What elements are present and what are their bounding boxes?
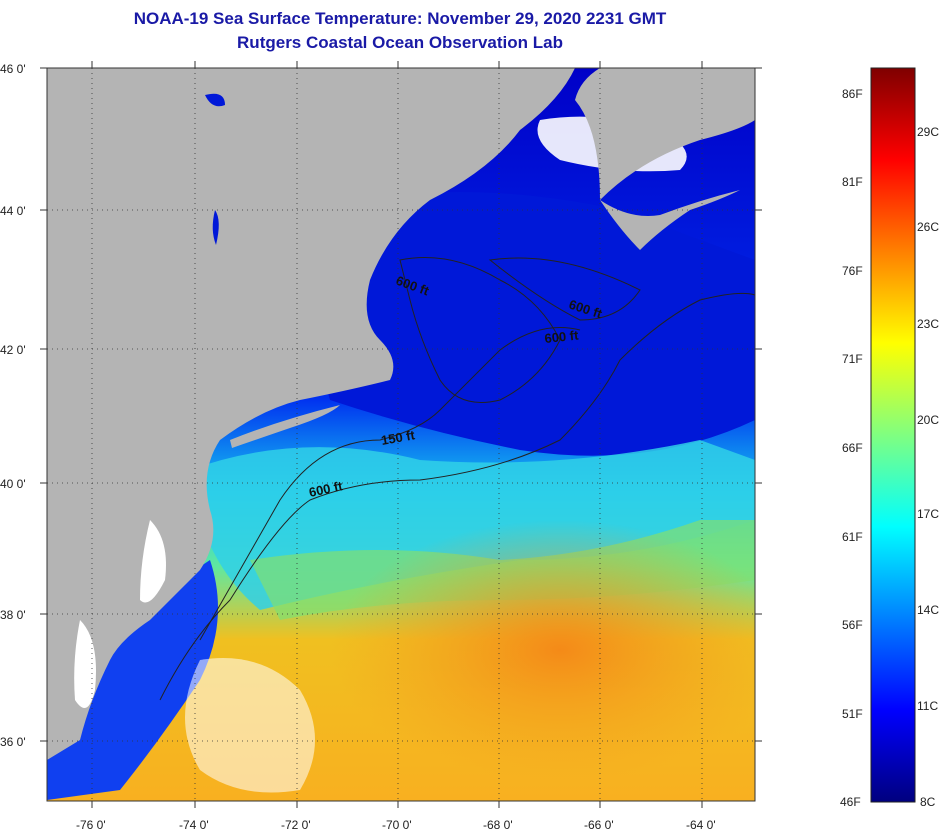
map-frame — [46, 67, 756, 802]
colorbar-f-label: 81F — [842, 175, 863, 189]
colorbar-f-label: 76F — [842, 264, 863, 278]
lon-label: -66 0' — [584, 818, 614, 832]
inland-lake — [205, 93, 225, 107]
lat-label: 44 0' — [0, 204, 26, 218]
colorbar-f-label: 51F — [842, 707, 863, 721]
lon-label: -68 0' — [483, 818, 513, 832]
delaware-bay — [140, 520, 166, 603]
lat-label: 36 0' — [0, 735, 26, 749]
colorbar-c-label: 29C — [917, 125, 939, 139]
coastal-water — [47, 560, 218, 800]
warm-gulf-stream — [330, 520, 755, 780]
inland-lake — [212, 210, 219, 245]
lat-label: 46 0' — [0, 62, 26, 76]
colorbar-f-label: 56F — [842, 618, 863, 632]
colorbar-f-label: 61F — [842, 530, 863, 544]
contour-150ft — [199, 327, 581, 641]
colorbar-c-label: 11C — [917, 699, 938, 713]
colorbar-c-label: 23C — [917, 317, 939, 331]
colorbar-c-label: 26C — [917, 220, 939, 234]
colorbar-f-label: 86F — [842, 87, 863, 101]
contour-gulf-basin — [399, 257, 561, 403]
lon-label: -70 0' — [382, 818, 412, 832]
lon-label: -76 0' — [76, 818, 106, 832]
colorbar-c-label: 14C — [917, 603, 939, 617]
lon-label: -64 0' — [686, 818, 716, 832]
colorbar-f-label: 71F — [842, 352, 863, 366]
lat-label: 40 0' — [0, 477, 26, 491]
contour-georges — [488, 257, 641, 321]
lat-label: 38 0' — [0, 608, 26, 622]
colorbar-gradient — [870, 67, 916, 803]
colorbar-c-label: 8C — [920, 795, 936, 809]
lon-label: -72 0' — [281, 818, 311, 832]
contour-label: 600 ft — [544, 327, 580, 346]
colorbar-c-label: 17C — [917, 507, 939, 521]
land-long-island — [230, 405, 340, 448]
contour-600ft — [159, 292, 755, 701]
graticule — [47, 68, 755, 801]
colorbar-c-label: 20C — [917, 413, 939, 427]
axis-ticks — [40, 61, 762, 808]
contour-label: 150 ft — [380, 427, 417, 448]
land-nova-scotia-south — [600, 190, 740, 250]
lat-label: 42 0' — [0, 343, 26, 357]
contour-label: 600 ft — [308, 478, 345, 500]
map-title: NOAA-19 Sea Surface Temperature: Novembe… — [133, 9, 667, 28]
colorbar-f-label: 66F — [842, 441, 863, 455]
colorbar-f-label: 46F — [840, 795, 861, 809]
cloud-patch — [185, 658, 315, 793]
land-nova-scotia — [575, 68, 755, 200]
land-us-coast — [47, 68, 575, 760]
map-subtitle: Rutgers Coastal Ocean Observation Lab — [237, 33, 563, 52]
lon-label: -74 0' — [179, 818, 209, 832]
chesapeake-bay — [74, 620, 96, 708]
